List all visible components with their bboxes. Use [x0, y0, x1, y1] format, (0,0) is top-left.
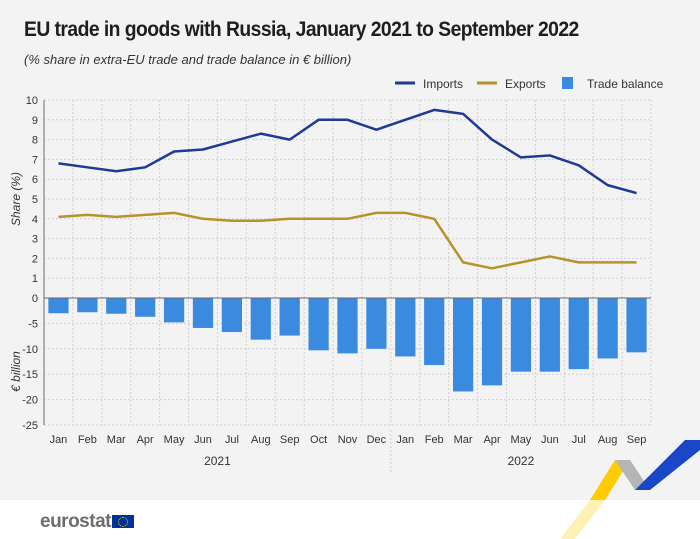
- trade-balance-bar: [135, 298, 156, 317]
- upper-tick-label: 9: [32, 115, 38, 127]
- logo-text: eurostat: [40, 511, 111, 532]
- ribbon-yellow-decoration: [590, 460, 630, 500]
- ribbon-grey-decoration: [615, 460, 650, 490]
- ribbon-blue-decoration: [635, 440, 700, 490]
- trade-balance-bar: [250, 298, 271, 340]
- x-tick-label: May: [511, 434, 532, 446]
- legend-label: Imports: [423, 77, 463, 91]
- upper-tick-label: 10: [26, 95, 38, 107]
- upper-tick-label: 5: [32, 194, 38, 206]
- x-tick-label: Nov: [338, 434, 358, 446]
- x-tick-label: Sep: [627, 434, 647, 446]
- upper-tick-label: 6: [32, 174, 38, 186]
- trade-balance-bar: [366, 298, 387, 349]
- x-tick-label: Jun: [194, 434, 212, 446]
- x-tick-label: Feb: [425, 434, 444, 446]
- upper-tick-label: 8: [32, 135, 38, 147]
- x-tick-label: Jun: [541, 434, 559, 446]
- x-tick-label: Dec: [367, 434, 387, 446]
- x-tick-label: Sep: [280, 434, 300, 446]
- x-tick-label: Feb: [78, 434, 97, 446]
- x-tick-label: May: [164, 434, 185, 446]
- upper-tick-label: 3: [32, 234, 38, 246]
- x-tick-label: Jan: [396, 434, 414, 446]
- exports-line: [58, 211, 637, 270]
- x-tick-label: Apr: [137, 434, 154, 446]
- x-tick-label: Apr: [483, 434, 500, 446]
- trade-balance-bar: [221, 298, 242, 333]
- lower-tick-label: -10: [22, 344, 38, 356]
- lower-axis-label: € billion: [9, 351, 23, 392]
- trade-balance-bar: [568, 298, 589, 370]
- x-tick-label: Oct: [310, 434, 327, 446]
- year-label: 2021: [204, 454, 231, 468]
- legend-label: Trade balance: [587, 77, 664, 91]
- x-tick-label: Jul: [225, 434, 239, 446]
- x-tick-label: Jan: [50, 434, 68, 446]
- x-tick-label: Aug: [251, 434, 271, 446]
- trade-balance-bar: [48, 298, 69, 314]
- x-tick-label: Mar: [454, 434, 473, 446]
- x-tick-label: Aug: [598, 434, 618, 446]
- trade-balance-bar: [453, 298, 474, 392]
- upper-tick-label: 4: [32, 214, 38, 226]
- legend-label: Exports: [505, 77, 546, 91]
- trade-balance-bar: [539, 298, 560, 372]
- lower-tick-label: -15: [22, 369, 38, 381]
- ribbon-yellow-fade-decoration: [560, 500, 605, 539]
- trade-balance-bar: [395, 298, 416, 357]
- upper-tick-label: 1: [32, 273, 38, 285]
- upper-tick-label: 0: [32, 293, 38, 305]
- eurostat-logo: eurostat: [40, 511, 134, 533]
- trade-balance-bar: [192, 298, 214, 328]
- trade-balance-bar: [510, 298, 532, 372]
- trade-balance-bar: [597, 298, 618, 359]
- upper-tick-label: 7: [32, 154, 38, 166]
- x-tick-label: Mar: [107, 434, 126, 446]
- trade-balance-bar: [337, 298, 358, 354]
- eu-flag-icon: [111, 515, 134, 528]
- imports-line: [58, 108, 637, 195]
- x-tick-label: Jul: [572, 434, 586, 446]
- trade-balance-bar: [481, 298, 503, 386]
- chart-title: EU trade in goods with Russia, January 2…: [24, 18, 579, 41]
- legend-swatch-trade-balance: [562, 77, 573, 89]
- trade-balance-bar: [279, 298, 300, 336]
- trade-balance-bar: [163, 298, 185, 323]
- trade-balance-bar: [308, 298, 329, 351]
- lower-tick-label: -25: [22, 420, 38, 432]
- trade-balance-bar: [106, 298, 127, 314]
- trade-balance-bar: [424, 298, 445, 366]
- lower-tick-label: -5: [28, 318, 38, 330]
- chart-subtitle: (% share in extra-EU trade and trade bal…: [24, 52, 352, 67]
- upper-axis-label: Share (%): [9, 172, 23, 226]
- lower-tick-label: -20: [22, 395, 38, 407]
- trade-balance-bar: [77, 298, 98, 313]
- chart-panel: [0, 0, 700, 500]
- upper-tick-label: 2: [32, 253, 38, 265]
- year-label: 2022: [508, 454, 535, 468]
- trade-balance-bar: [626, 298, 647, 353]
